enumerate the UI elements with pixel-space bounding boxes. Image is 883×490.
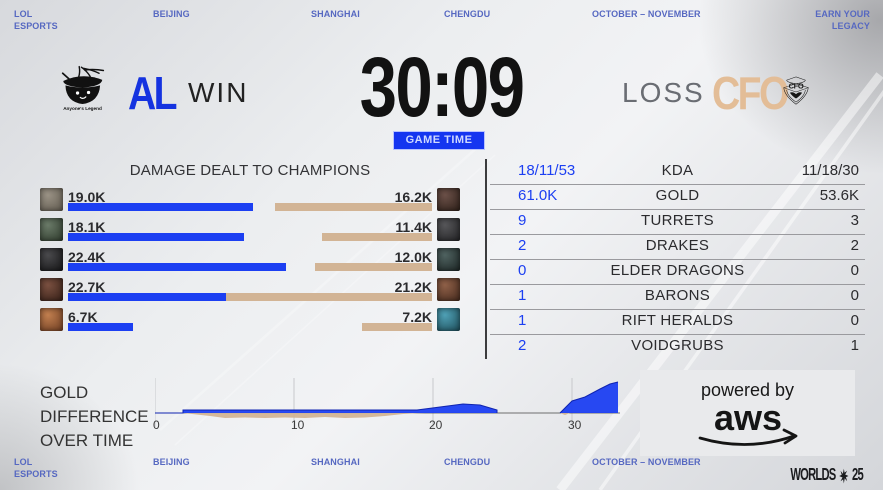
svg-text:CFO: CFO bbox=[789, 81, 804, 90]
svg-text:aws: aws bbox=[713, 398, 781, 438]
